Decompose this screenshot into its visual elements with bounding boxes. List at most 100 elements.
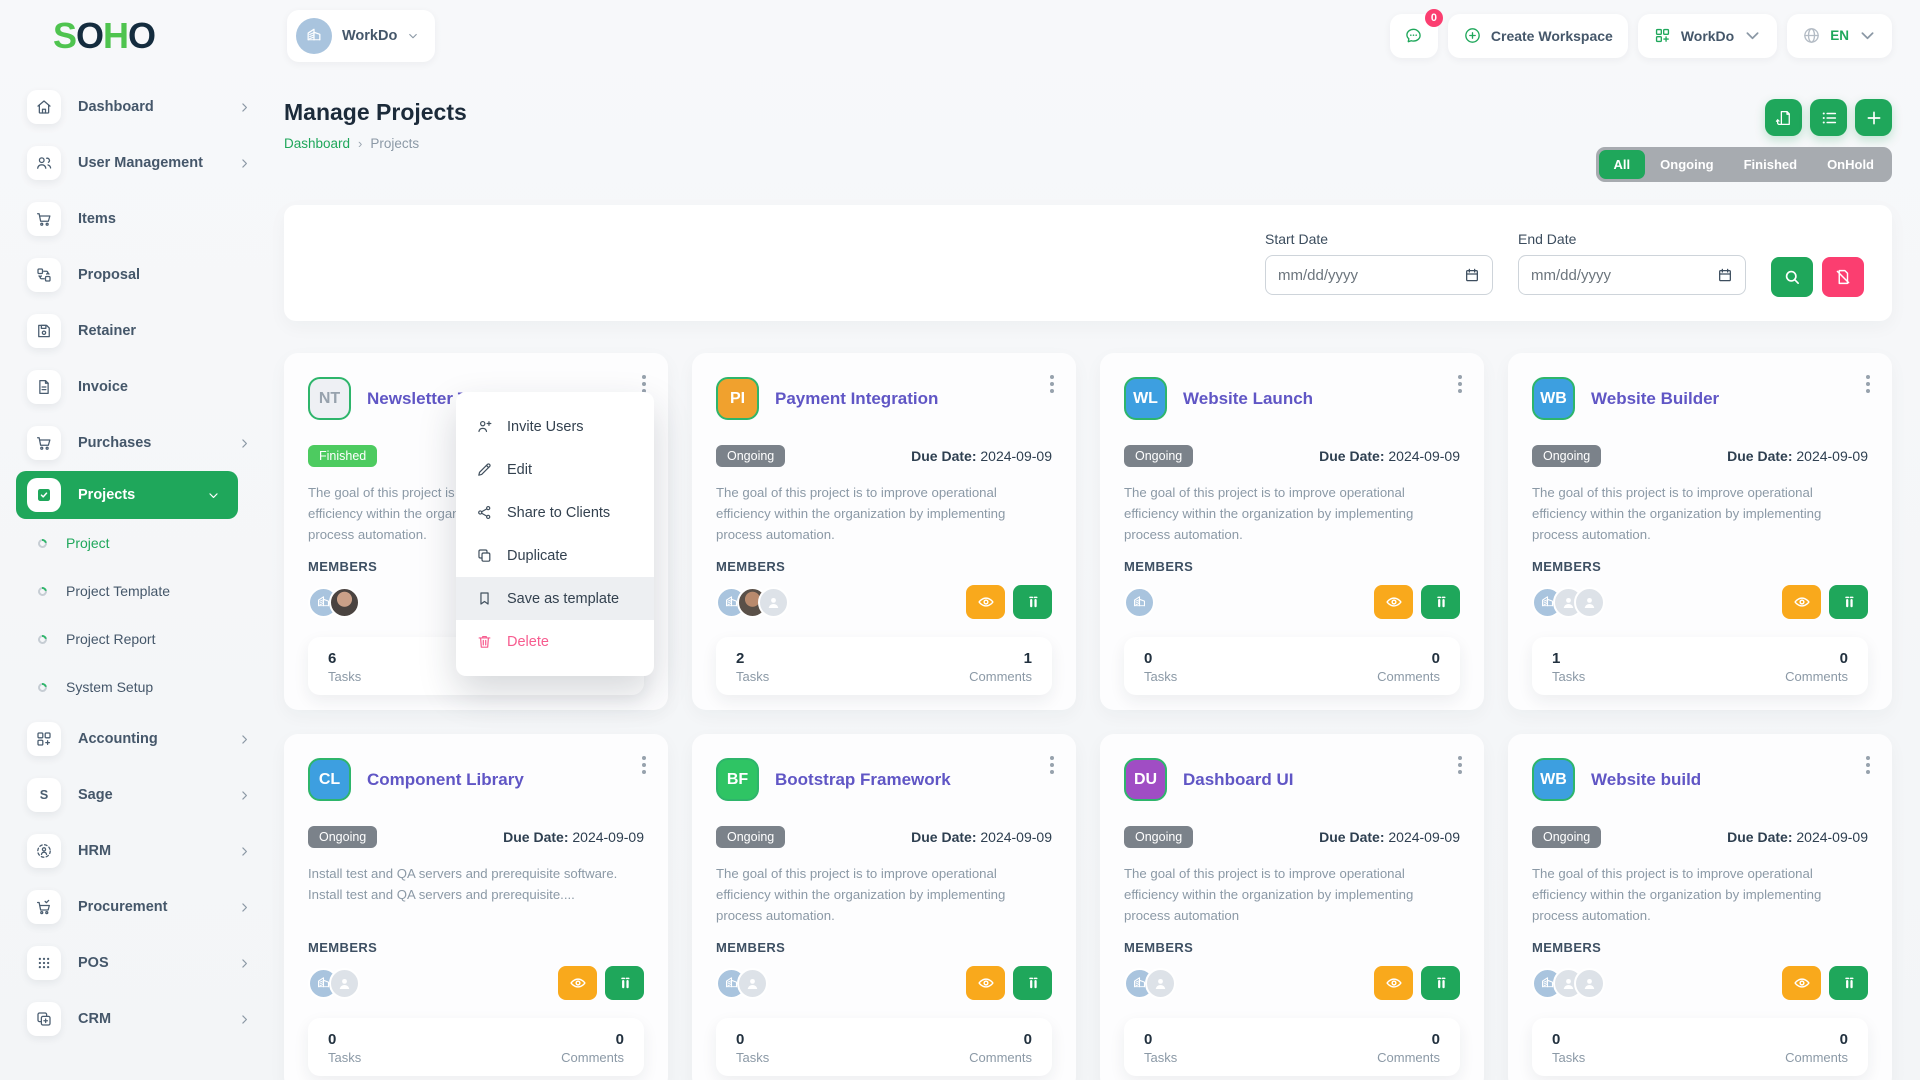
card-actions <box>1374 585 1460 619</box>
card-menu-button[interactable] <box>1860 369 1876 399</box>
plus-icon <box>1865 109 1883 127</box>
language-button[interactable]: EN <box>1787 13 1892 58</box>
create-workspace-button[interactable]: Create Workspace <box>1447 13 1628 58</box>
member-avatar person-icon[interactable] <box>329 586 360 618</box>
view-project-button[interactable] <box>1782 585 1821 619</box>
view-project-button[interactable] <box>966 585 1005 619</box>
menu-item-delete[interactable]: Delete <box>456 620 654 663</box>
sidebar-item-pos[interactable]: POS <box>0 935 269 991</box>
sidebar-item-label: CRM <box>78 1011 112 1027</box>
project-title[interactable]: Bootstrap Framework <box>775 769 951 789</box>
template-button[interactable] <box>1765 99 1802 136</box>
member-avatar person-icon[interactable] <box>329 967 360 999</box>
tab-ongoing[interactable]: Ongoing <box>1645 150 1728 179</box>
sidebar-item-proposal[interactable]: Proposal <box>0 247 269 303</box>
project-avatar: WB <box>1532 377 1575 420</box>
add-project-button[interactable] <box>1855 99 1892 136</box>
view-project-button[interactable] <box>966 966 1005 1000</box>
start-date-input[interactable]: mm/dd/yyyy <box>1265 255 1493 295</box>
sidebar-item-sage[interactable]: S Sage <box>0 767 269 823</box>
project-title[interactable]: Website Builder <box>1591 388 1720 408</box>
sidebar-item-items[interactable]: Items <box>0 191 269 247</box>
card-head: PI Payment Integration <box>716 377 1052 420</box>
end-date-input[interactable]: mm/dd/yyyy <box>1518 255 1746 295</box>
project-title[interactable]: Website Launch <box>1183 388 1314 408</box>
member-avatar person-icon[interactable] <box>1145 967 1176 999</box>
comments-label: Comments <box>561 1050 624 1065</box>
sidebar-subitem-project-template[interactable]: Project Template <box>0 567 269 615</box>
tab-finished[interactable]: Finished <box>1729 150 1812 179</box>
content: Manage Projects Dashboard › Projects All On… <box>269 71 1920 1080</box>
menu-item-invite-users[interactable]: Invite Users <box>456 405 654 448</box>
messages-button[interactable]: 0 <box>1389 8 1443 58</box>
sidebar-item-crm[interactable]: CRM <box>0 991 269 1047</box>
card-menu-button[interactable] <box>1452 750 1468 780</box>
tab-onhold[interactable]: OnHold <box>1812 150 1889 179</box>
sidebar-item-purchases[interactable]: Purchases <box>0 415 269 471</box>
sidebar-item-user-management[interactable]: User Management <box>0 135 269 191</box>
sidebar-item-label: Procurement <box>78 899 168 915</box>
project-progress-button[interactable] <box>1013 585 1052 619</box>
project-title[interactable]: Payment Integration <box>775 388 939 408</box>
project-description: The goal of this project is to improve o… <box>1124 485 1414 543</box>
list-view-button[interactable] <box>1810 99 1847 136</box>
menu-item-edit[interactable]: Edit <box>456 448 654 491</box>
breadcrumb-separator: › <box>358 136 363 151</box>
project-title[interactable]: Component Library <box>367 769 524 789</box>
card-menu-button[interactable] <box>1044 750 1060 780</box>
card-menu-button[interactable] <box>1860 750 1876 780</box>
view-project-button[interactable] <box>1374 966 1413 1000</box>
menu-item-save-as-template[interactable]: Save as template <box>456 577 654 620</box>
project-avatar: WB <box>1532 758 1575 801</box>
project-title[interactable]: Website build <box>1591 769 1702 789</box>
sidebar-item-hrm[interactable]: HRM <box>0 823 269 879</box>
progress-icon <box>1024 974 1042 992</box>
members-label: MEMBERS <box>716 940 786 955</box>
sidebar-item-retainer[interactable]: Retainer <box>0 303 269 359</box>
sidebar-item-invoice[interactable]: Invoice <box>0 359 269 415</box>
eye-icon <box>1385 974 1403 992</box>
reset-filter-button[interactable] <box>1822 256 1864 297</box>
member-avatar person-icon[interactable] <box>1574 586 1605 618</box>
svg-text:S: S <box>40 787 49 802</box>
card-context-menu: Invite Users Edit Share to Clients Duplicat… <box>456 392 654 676</box>
menu-item-share-to-clients[interactable]: Share to Clients <box>456 491 654 534</box>
search-button[interactable] <box>1771 256 1813 297</box>
topbar: WorkDo 0 Create Workspace WorkDo <box>269 0 1920 71</box>
project-progress-button[interactable] <box>1829 585 1868 619</box>
view-project-button[interactable] <box>558 966 597 1000</box>
tab-all[interactable]: All <box>1598 150 1646 179</box>
view-project-button[interactable] <box>1782 966 1821 1000</box>
member-avatar person-icon[interactable] <box>1574 967 1605 999</box>
card-actions <box>1782 966 1868 1000</box>
sidebar-item-projects[interactable]: Projects <box>16 471 238 519</box>
card-footer: 0 Tasks 0 Comments <box>308 1018 644 1076</box>
project-progress-button[interactable] <box>1013 966 1052 1000</box>
sidebar-item-procurement[interactable]: Procurement <box>0 879 269 935</box>
project-progress-button[interactable] <box>1829 966 1868 1000</box>
view-project-button[interactable] <box>1374 585 1413 619</box>
breadcrumb-dashboard[interactable]: Dashboard <box>284 136 351 151</box>
sidebar-subitem-project-report[interactable]: Project Report <box>0 615 269 663</box>
menu-item-duplicate[interactable]: Duplicate <box>456 534 654 577</box>
card-menu-button[interactable] <box>1044 369 1060 399</box>
project-progress-button[interactable] <box>1421 585 1460 619</box>
chevron-right-icon <box>238 733 251 746</box>
member-avatar person-icon[interactable] <box>758 586 789 618</box>
plus-circle-icon <box>1463 26 1482 45</box>
card-menu-button[interactable] <box>1452 369 1468 399</box>
sidebar-item-dashboard[interactable]: Dashboard <box>0 79 269 135</box>
card-menu-button[interactable] <box>636 369 652 399</box>
member-avatar building-icon[interactable] <box>1124 586 1155 618</box>
member-avatar person-icon[interactable] <box>737 967 768 999</box>
project-progress-button[interactable] <box>1421 966 1460 1000</box>
project-progress-button[interactable] <box>605 966 644 1000</box>
sidebar-subitem-system-setup[interactable]: System Setup <box>0 663 269 711</box>
project-title[interactable]: Dashboard UI <box>1183 769 1294 789</box>
sidebar-item-accounting[interactable]: Accounting <box>0 711 269 767</box>
workdo-apps-button[interactable]: WorkDo <box>1637 13 1778 58</box>
workspace-switcher[interactable]: WorkDo <box>287 9 436 62</box>
card-menu-button[interactable] <box>636 750 652 780</box>
sidebar-subitem-project[interactable]: Project <box>0 519 269 567</box>
